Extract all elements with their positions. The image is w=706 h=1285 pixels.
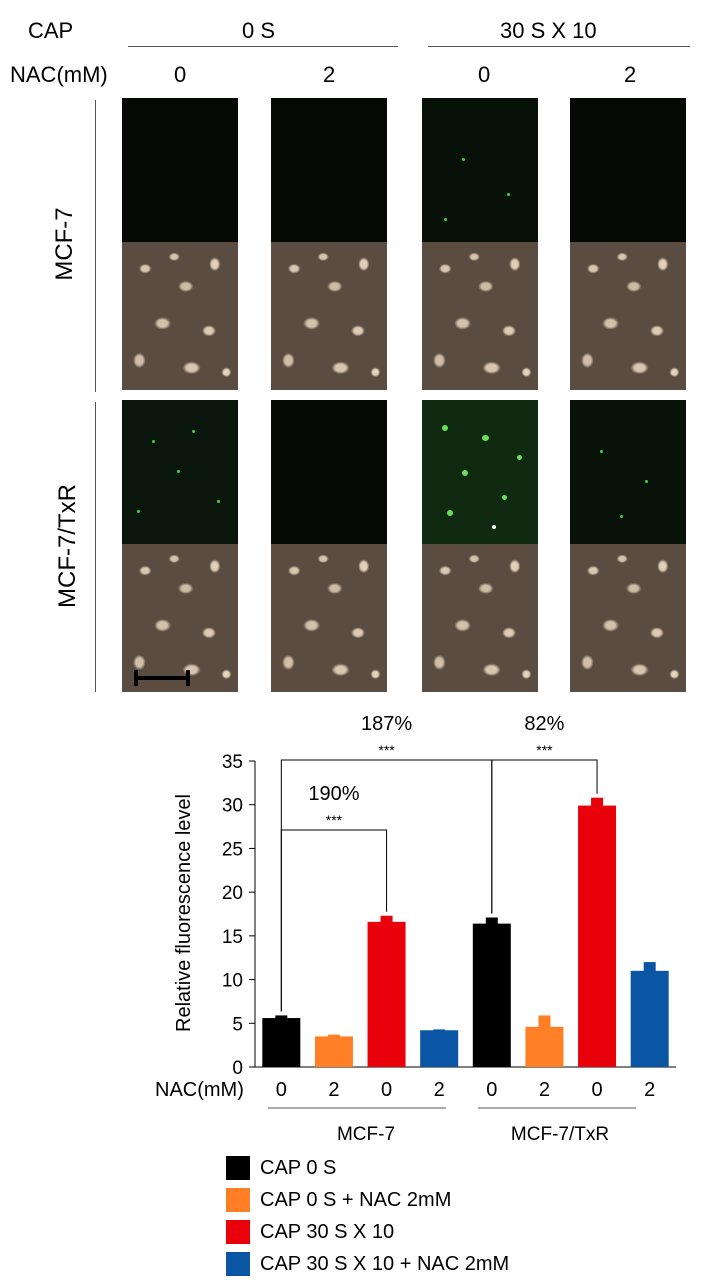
brightfield-image [271, 242, 387, 390]
error-bar [380, 915, 393, 923]
brightfield-image [422, 544, 538, 692]
y-tick-label: 10 [222, 971, 243, 992]
brightfield-image [271, 544, 387, 692]
error-bar [538, 1015, 551, 1028]
fluorescence-image [570, 98, 686, 242]
bar [578, 805, 617, 1067]
x-tick-label: 2 [644, 1079, 655, 1101]
percent-label: 187% [361, 713, 412, 735]
group-label-mcf7: MCF-7 [337, 1124, 395, 1145]
fluorescence-image [271, 98, 387, 242]
y-tick-label: 25 [222, 839, 243, 860]
brightfield-image [570, 242, 686, 390]
micrograph-mcf7-cap0-nac2 [271, 98, 387, 390]
fluorescence-image [122, 400, 238, 544]
error-bar [327, 1034, 340, 1038]
fluorescence-image [422, 400, 538, 544]
bar [420, 1030, 459, 1067]
legend-label: CAP 30 S X 10 + NAC 2mM [260, 1252, 510, 1275]
x-tick-label: 2 [434, 1079, 445, 1101]
legend-swatch [226, 1252, 250, 1276]
nac-value-1: 0 [174, 62, 187, 87]
row-label-mcf7-txr: MCF-7/TxR [54, 484, 81, 608]
bar [630, 970, 669, 1067]
cap-group-0s: 0 S [242, 18, 276, 43]
micrograph-txr-cap30-nac0 [422, 400, 538, 692]
legend-swatch [226, 1156, 250, 1180]
brightfield-image [422, 242, 538, 390]
legend-swatch [226, 1188, 250, 1212]
error-bar [643, 962, 656, 972]
legend-item-cap30-nac: CAP 30 S X 10 + NAC 2mM [226, 1252, 509, 1276]
scale-bar [134, 670, 190, 686]
bar [314, 1036, 353, 1067]
significance-stars: *** [326, 812, 343, 828]
error-bar [433, 1029, 446, 1032]
bar [472, 923, 511, 1067]
brightfield-image [122, 242, 238, 390]
micrograph-txr-cap30-nac2 [570, 400, 686, 692]
x-axis-row-label: NAC(mM) [155, 1079, 244, 1101]
brightfield-image [570, 544, 686, 692]
x-tick-label: 2 [539, 1079, 550, 1101]
nac-value-4: 2 [624, 62, 637, 87]
y-tick-label: 5 [232, 1014, 243, 1035]
percent-label: 82% [524, 713, 564, 735]
legend-item-cap30: CAP 30 S X 10 [226, 1220, 394, 1244]
micrograph-txr-cap0-nac0 [122, 400, 238, 692]
cap-label: CAP [28, 18, 74, 43]
legend-label: CAP 0 S + NAC 2mM [260, 1188, 452, 1211]
fluorescence-image [122, 98, 238, 242]
x-tick-label: 2 [328, 1079, 339, 1101]
legend-label: CAP 30 S X 10 [260, 1220, 395, 1243]
legend-label: CAP 0 S [260, 1156, 337, 1179]
significance-stars: *** [536, 742, 553, 758]
error-bar [275, 1015, 288, 1020]
bar [262, 1018, 301, 1067]
error-bar [591, 797, 604, 807]
fluorescence-image [422, 98, 538, 242]
x-tick-label: 0 [592, 1079, 603, 1101]
y-tick-label: 15 [222, 927, 243, 948]
x-tick-label: 0 [486, 1079, 497, 1101]
x-tick-label: 0 [276, 1079, 287, 1101]
fluorescence-image [271, 400, 387, 544]
legend-swatch [226, 1220, 250, 1244]
micrograph-mcf7-cap30-nac2 [570, 98, 686, 390]
significance-bracket [491, 759, 598, 914]
bar [367, 921, 406, 1067]
legend-item-cap0: CAP 0 S [226, 1156, 336, 1180]
micrograph-txr-cap0-nac2 [271, 400, 387, 692]
y-tick-label: 0 [232, 1058, 243, 1079]
x-tick-label: 0 [381, 1079, 392, 1101]
micrograph-mcf7-cap0-nac0 [122, 98, 238, 390]
nac-value-3: 0 [478, 62, 491, 87]
cap-group-30s: 30 S X 10 [500, 18, 597, 43]
cap-group-30s-line [428, 46, 690, 47]
nac-label: NAC(mM) [10, 62, 108, 87]
group-label-mcf7-txr: MCF-7/TxR [511, 1124, 609, 1145]
percent-label: 190% [308, 783, 359, 805]
row-divider-mcf7 [95, 100, 96, 392]
y-tick-label: 35 [222, 752, 243, 773]
legend-item-cap0-nac: CAP 0 S + NAC 2mM [226, 1188, 451, 1212]
row-divider-mcf7-txr [95, 402, 96, 692]
y-axis-label: Relative fluorescence level [173, 794, 195, 1032]
brightfield-image [122, 544, 238, 692]
y-tick-label: 30 [222, 796, 243, 817]
nac-value-2: 2 [323, 62, 336, 87]
row-label-mcf7: MCF-7 [51, 207, 78, 281]
y-tick-label: 20 [222, 883, 243, 904]
fluorescence-image [570, 400, 686, 544]
bar [525, 1026, 564, 1067]
cap-group-0s-line [128, 46, 398, 47]
micrograph-mcf7-cap30-nac0 [422, 98, 538, 390]
significance-stars: *** [378, 742, 395, 758]
error-bar [485, 917, 498, 925]
